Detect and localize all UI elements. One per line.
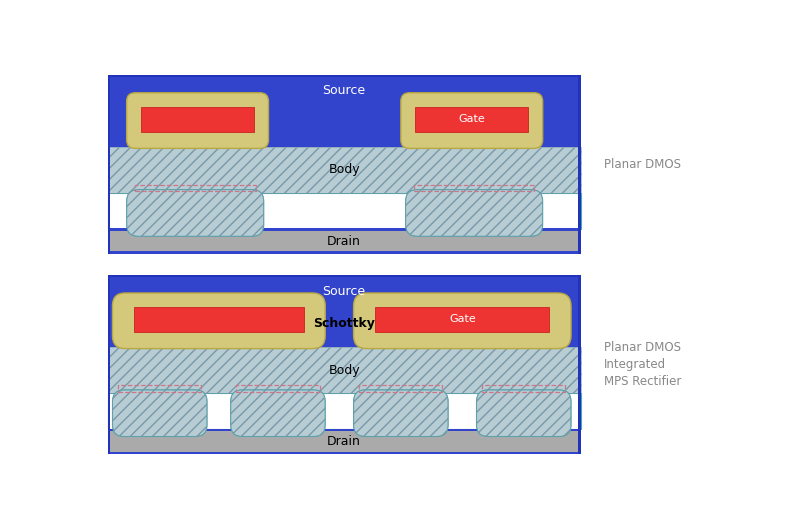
Bar — [108, 452, 581, 454]
FancyBboxPatch shape — [230, 390, 326, 437]
Bar — [108, 347, 581, 393]
Bar — [236, 385, 319, 392]
FancyBboxPatch shape — [477, 390, 571, 437]
Text: Source: Source — [322, 84, 366, 97]
Bar — [108, 275, 110, 454]
Bar — [108, 275, 581, 277]
Bar — [108, 146, 581, 193]
Bar — [108, 75, 581, 77]
Text: Drain: Drain — [327, 436, 361, 449]
Bar — [108, 429, 581, 431]
FancyBboxPatch shape — [113, 293, 326, 349]
FancyBboxPatch shape — [113, 390, 207, 437]
Text: Gate: Gate — [449, 314, 476, 325]
Bar — [108, 193, 581, 229]
Bar — [108, 429, 581, 454]
Bar — [108, 251, 581, 254]
Bar — [482, 385, 566, 392]
Bar — [414, 184, 534, 191]
Text: Gate: Gate — [458, 114, 485, 124]
Text: MPS Rectifier: MPS Rectifier — [604, 375, 681, 388]
Text: Schottky: Schottky — [313, 317, 375, 330]
Bar — [108, 393, 581, 429]
Bar — [134, 307, 304, 332]
Bar — [108, 146, 581, 193]
Bar — [108, 275, 581, 347]
Bar — [375, 307, 550, 332]
Bar — [108, 347, 581, 393]
Bar — [108, 228, 581, 231]
Bar — [108, 229, 581, 254]
FancyBboxPatch shape — [354, 293, 571, 349]
Text: Integrated: Integrated — [604, 358, 666, 371]
Bar — [108, 75, 581, 146]
Bar — [135, 184, 255, 191]
Bar — [108, 75, 110, 254]
Bar — [141, 107, 254, 132]
Text: Planar DMOS: Planar DMOS — [604, 158, 681, 171]
Bar — [578, 275, 581, 454]
FancyBboxPatch shape — [401, 93, 542, 148]
Bar — [415, 107, 529, 132]
FancyBboxPatch shape — [126, 190, 264, 237]
Bar — [118, 385, 202, 392]
FancyBboxPatch shape — [126, 93, 269, 148]
Text: Source: Source — [322, 284, 366, 297]
FancyBboxPatch shape — [354, 390, 448, 437]
Text: Planar DMOS: Planar DMOS — [604, 341, 681, 354]
Bar — [578, 75, 581, 254]
FancyBboxPatch shape — [406, 190, 542, 237]
Text: Body: Body — [328, 364, 360, 377]
Text: Drain: Drain — [327, 235, 361, 248]
Text: Body: Body — [328, 164, 360, 177]
Bar — [359, 385, 442, 392]
